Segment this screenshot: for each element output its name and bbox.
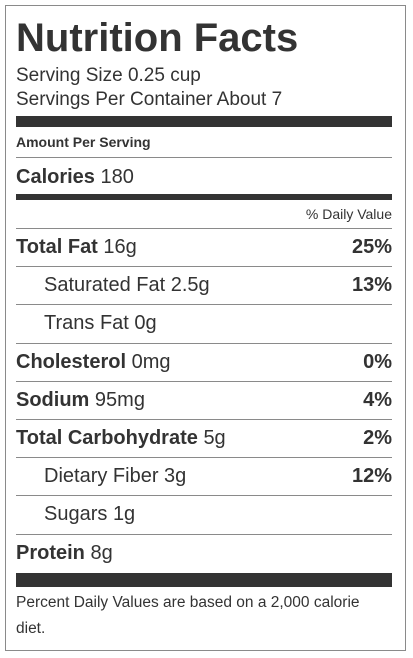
nutrient: Dietary Fiber 3g [16,465,186,488]
nutrient-amount: 2.5g [170,274,210,297]
nutrient-rows: Total Fat 16g 25% Saturated Fat 2.5g 13% Tra… [16,229,392,573]
nutrient-row: Dietary Fiber 3g 12% [16,458,392,497]
nutrient-name: Dietary Fiber [44,465,159,488]
daily-value-header: % Daily Value [16,200,392,229]
daily-value: 12% [351,465,392,488]
nutrient-amount: 16g [103,236,137,259]
daily-value: 0% [363,350,392,373]
nutrient-name: Sugars [44,503,108,526]
nutrient-row: Sugars 1g [16,496,392,535]
nutrient-name: Total Fat [16,236,98,259]
daily-value: 2% [363,427,392,450]
calories-row: Calories 180 [16,158,392,194]
nutrient: Cholesterol 0mg [16,351,171,374]
nutrient: Protein 8g [16,542,113,565]
nutrient-amount: 0g [134,312,157,335]
nutrient-row: Saturated Fat 2.5g 13% [16,267,392,306]
nutrient: Trans Fat 0g [16,312,157,335]
nutrient-amount: 5g [203,427,226,450]
nutrient-amount: 3g [164,465,187,488]
nutrient-name: Saturated Fat [44,274,166,297]
servings-per-container: Servings Per Container About 7 [16,89,283,110]
nutrient-row: Cholesterol 0mg 0% [16,344,392,382]
nutrient-name: Sodium [16,388,90,411]
amount-per-serving: Amount Per Serving [16,127,392,158]
serving-size: Serving Size 0.25 cup [16,65,201,86]
title: Nutrition Facts [16,16,299,60]
daily-value: 25% [351,236,392,259]
nutrient: Total Fat 16g [16,236,137,259]
nutrient-name: Trans Fat [44,312,129,335]
thick-rule [16,572,392,587]
nutrient-name: Protein [16,542,85,565]
nutrient-amount: 95mg [94,388,145,411]
daily-value: 4% [363,388,392,411]
nutrition-label: Nutrition Facts Serving Size 0.25 cup Se… [5,5,406,651]
footnote: Percent Daily Values are based on a 2,00… [16,593,360,637]
nutrient-amount: 8g [90,542,113,565]
thick-rule [16,116,392,127]
nutrient-row: Sodium 95mg 4% [16,382,392,420]
nutrient-name: Total Carbohydrate [16,427,198,450]
nutrient: Sugars 1g [16,503,135,526]
nutrient: Saturated Fat 2.5g [16,274,210,297]
calories-value: 180 [100,166,134,188]
nutrient: Sodium 95mg [16,389,145,412]
calories-label: Calories [16,166,95,188]
nutrient-row: Total Fat 16g 25% [16,229,392,268]
nutrient-row: Trans Fat 0g [16,305,392,344]
daily-value: 13% [351,274,392,297]
nutrient-row: Protein 8g [16,535,392,573]
nutrient-amount: 1g [112,503,136,526]
nutrient-amount: 0mg [131,350,171,373]
nutrient-row: Total Carbohydrate 5g 2% [16,420,392,459]
nutrient: Total Carbohydrate 5g [16,427,226,450]
nutrient-name: Cholesterol [16,350,127,373]
medium-rule [16,194,392,200]
